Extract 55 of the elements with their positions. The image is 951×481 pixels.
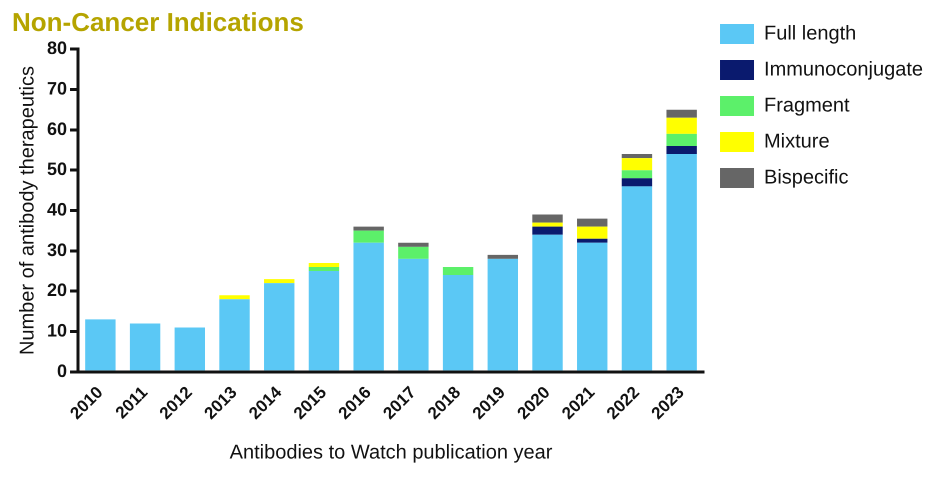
bar: [577, 218, 608, 227]
bar: [174, 327, 206, 370]
bar: [353, 226, 384, 231]
y-axis-title: Number of antibody therapeutics: [16, 66, 39, 356]
bar: [622, 170, 652, 178]
y-tick-label: 30: [46, 240, 68, 260]
legend-label: Bispecific: [764, 166, 848, 189]
bar: [532, 214, 563, 223]
bar: [353, 242, 384, 370]
y-tick-label: 0: [57, 360, 68, 381]
y-tick-label: 40: [46, 199, 68, 220]
bar: [577, 242, 608, 370]
bar: [308, 262, 340, 267]
bar: [130, 323, 160, 370]
bar: [398, 258, 429, 370]
bar: [666, 118, 697, 134]
y-tick-label: 60: [46, 118, 68, 139]
bar: [666, 154, 697, 370]
bar: [622, 186, 652, 370]
chart-title: Non-Cancer Indications: [12, 6, 304, 37]
bar: [219, 295, 250, 300]
bar: [666, 146, 697, 154]
bar: [308, 266, 340, 272]
bar: [532, 226, 563, 235]
bar: [532, 234, 563, 370]
bar: [264, 283, 294, 370]
bar: [488, 258, 518, 370]
bar: [442, 266, 474, 276]
bar: [398, 246, 429, 259]
bar: [264, 279, 294, 284]
x-axis-title: Antibodies to Watch publication year: [230, 442, 553, 464]
legend-label: Immunoconjugate: [764, 58, 923, 81]
bar: [308, 271, 340, 370]
bar: [442, 275, 474, 370]
bar: [398, 242, 429, 247]
bar: [532, 222, 563, 227]
y-tick-label: 10: [46, 320, 68, 340]
bar: [219, 299, 250, 370]
legend-label: Full length: [764, 22, 856, 45]
legend-label: Fragment: [764, 94, 850, 117]
bar: [622, 154, 652, 158]
y-tick-label: 80: [46, 38, 68, 58]
bar: [666, 134, 697, 146]
bar: [353, 230, 384, 243]
y-tick-label: 50: [46, 159, 68, 180]
bar: [666, 110, 697, 118]
bar: [85, 319, 116, 370]
bar: [577, 238, 608, 243]
y-tick-label: 70: [46, 78, 68, 98]
bar: [488, 254, 518, 259]
legend-label: Mixture: [764, 130, 830, 153]
y-tick-label: 20: [46, 280, 68, 300]
bar: [622, 178, 652, 186]
bar: [622, 158, 652, 170]
bar: [577, 226, 608, 239]
